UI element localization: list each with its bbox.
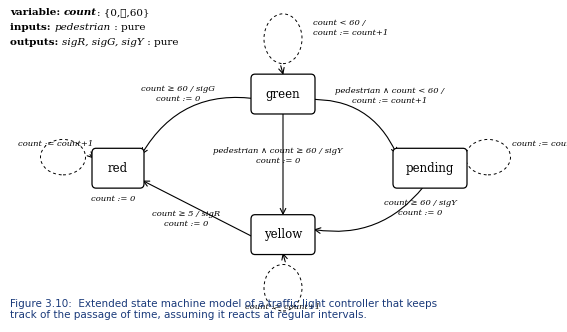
Text: outputs:: outputs: xyxy=(10,38,62,47)
FancyBboxPatch shape xyxy=(251,215,315,255)
Text: : pure: : pure xyxy=(144,38,179,47)
Text: count ≥ 60 / sigY
count := 0: count ≥ 60 / sigY count := 0 xyxy=(384,199,456,217)
Text: count ≥ 60 / sigG
count := 0: count ≥ 60 / sigG count := 0 xyxy=(141,85,215,103)
Text: inputs:: inputs: xyxy=(10,23,54,32)
FancyBboxPatch shape xyxy=(251,74,315,114)
Text: count: count xyxy=(64,8,97,17)
Text: count < 60 /
count := count+1: count < 60 / count := count+1 xyxy=(313,19,388,37)
FancyBboxPatch shape xyxy=(92,148,144,188)
Text: : pure: : pure xyxy=(111,23,145,32)
Text: sigR, sigG, sigY: sigR, sigG, sigY xyxy=(62,38,144,47)
Text: pedestrian: pedestrian xyxy=(54,23,111,32)
Text: Figure 3.10:  Extended state machine model of a traffic light controller that ke: Figure 3.10: Extended state machine mode… xyxy=(10,299,437,320)
Text: count := count+1: count := count+1 xyxy=(246,302,320,310)
Text: yellow: yellow xyxy=(264,228,302,241)
Text: : {0,⋯,60}: : {0,⋯,60} xyxy=(97,8,150,17)
Text: green: green xyxy=(266,88,301,101)
Text: count := count+1: count := count+1 xyxy=(18,140,93,148)
Text: pending: pending xyxy=(406,162,454,175)
Text: pedestrian ∧ count ≥ 60 / sigY
count := 0: pedestrian ∧ count ≥ 60 / sigY count := … xyxy=(213,147,342,165)
Text: pedestrian ∧ count < 60 /
count := count+1: pedestrian ∧ count < 60 / count := count… xyxy=(336,87,445,105)
FancyBboxPatch shape xyxy=(393,148,467,188)
Text: count := count+1: count := count+1 xyxy=(512,140,567,148)
Text: count ≥ 5 / sigR
count := 0: count ≥ 5 / sigR count := 0 xyxy=(152,210,220,228)
Text: count := 0: count := 0 xyxy=(91,195,135,203)
Text: variable:: variable: xyxy=(10,8,64,17)
Text: red: red xyxy=(108,162,128,175)
